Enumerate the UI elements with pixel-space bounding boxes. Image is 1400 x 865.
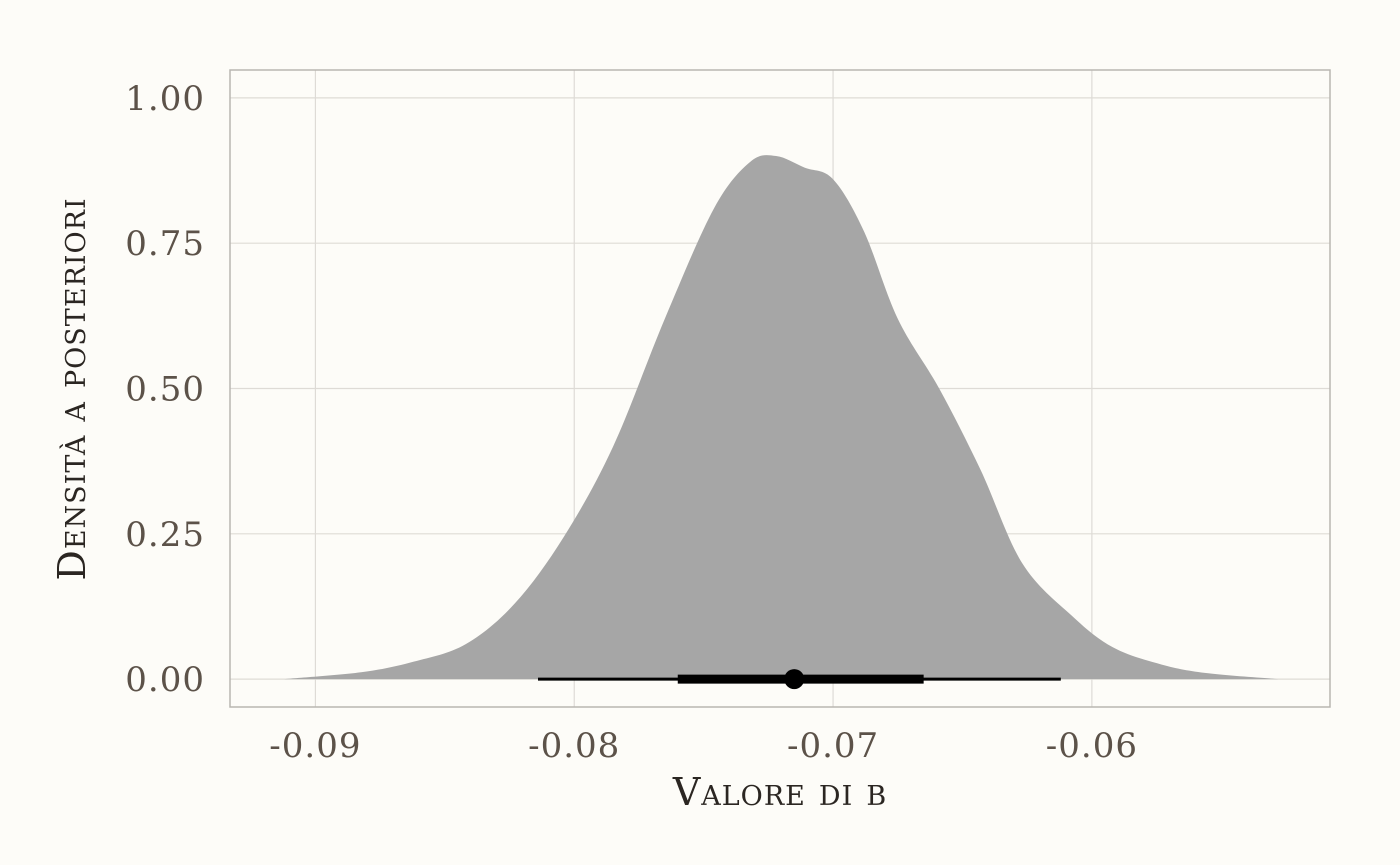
tick-labels: -0.09 -0.08 -0.07 -0.06 0.00 0.25 0.50 0.75 1.00 [125, 79, 1138, 766]
x-tick-label: -0.08 [528, 726, 620, 766]
x-tick-label: -0.09 [269, 726, 361, 766]
y-tick-label: 0.25 [125, 515, 205, 555]
y-axis-title: Densità a posteriori [50, 197, 94, 580]
x-tick-label: -0.06 [1046, 726, 1138, 766]
density-area [284, 155, 1279, 680]
y-tick-label: 0.50 [125, 370, 205, 410]
y-tick-label: 1.00 [125, 79, 205, 119]
chart-marks [284, 155, 1279, 690]
x-tick-label: -0.07 [787, 726, 879, 766]
y-tick-label: 0.75 [125, 224, 205, 264]
panel-border [229, 69, 1331, 708]
x-axis-title: Valore di β [672, 770, 887, 814]
y-tick-label: 0.00 [125, 660, 205, 700]
point-estimate [784, 669, 805, 690]
